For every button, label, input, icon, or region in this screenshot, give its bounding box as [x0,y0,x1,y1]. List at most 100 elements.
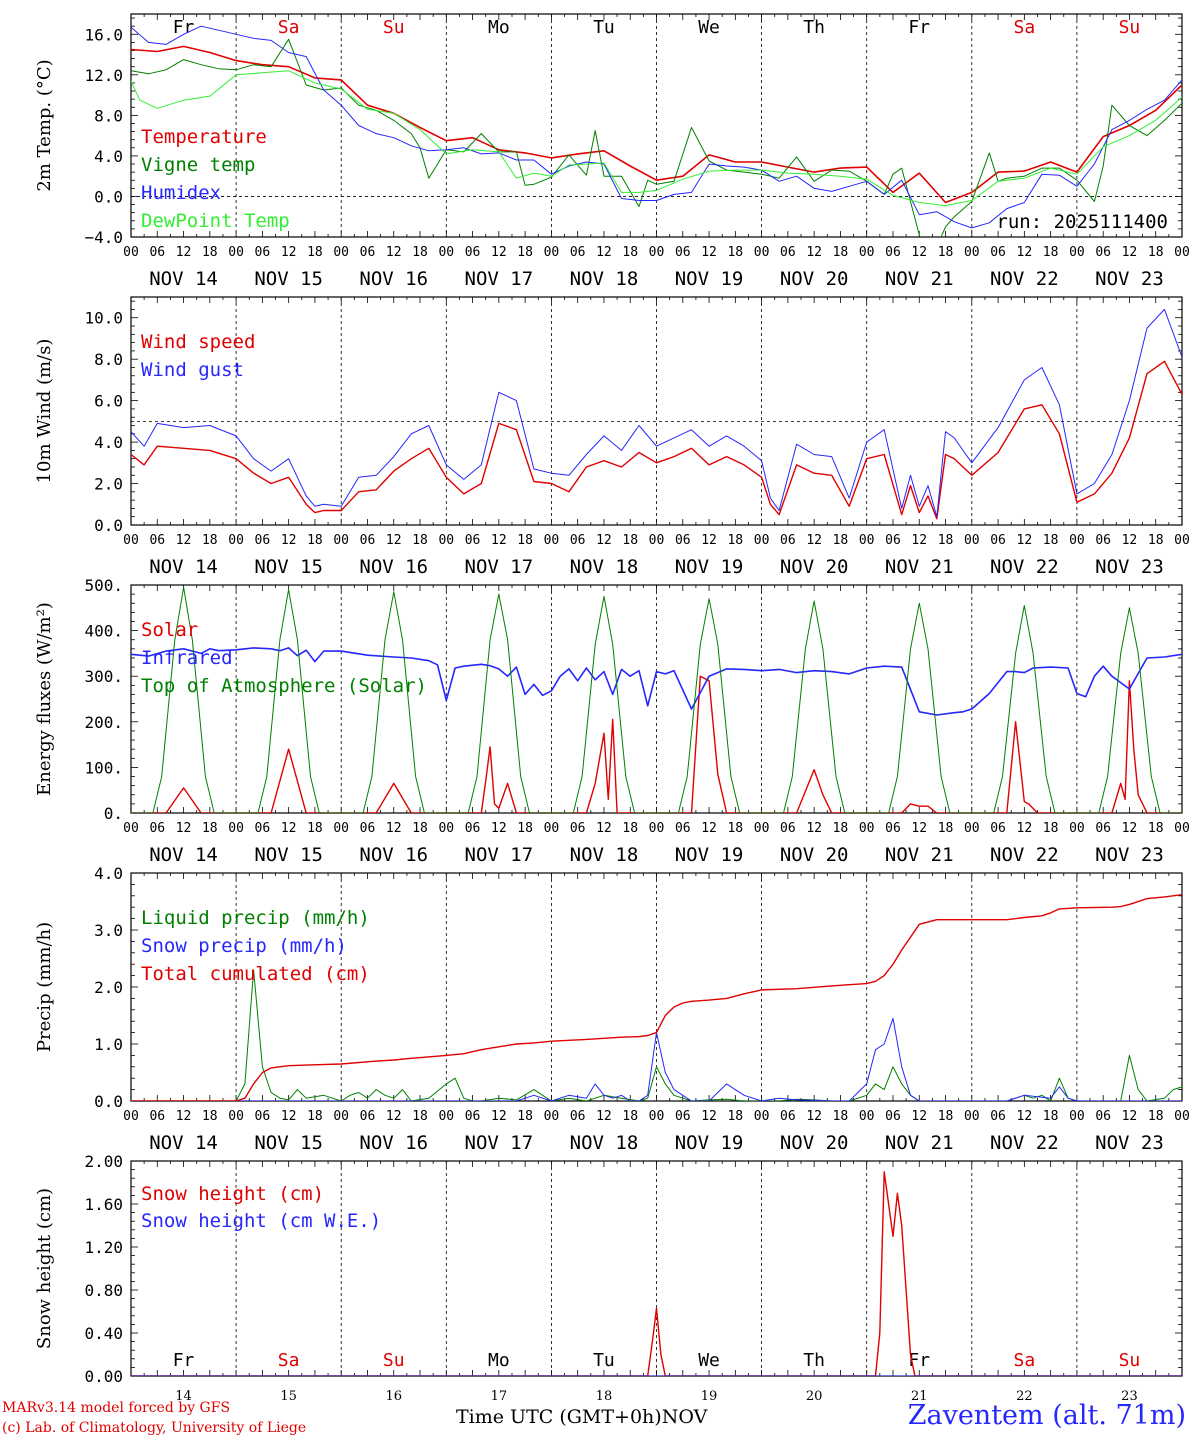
hour-tick-label: 00 [649,533,665,548]
hour-tick-label: 00 [438,245,454,260]
hour-tick-label: 12 [386,245,402,260]
legend-entry: Snow height (cm) [141,1183,324,1205]
day-number-label: 18 [596,1389,613,1404]
y-tick-label: 100. [84,758,123,777]
panel-3: 0. 100. 200. 300. 400. 500. Energy fluxes (W/m… [34,576,1190,866]
hour-tick-label: 18 [727,821,743,836]
weekday-label: We [698,1350,720,1371]
weekday-label: Su [1119,1350,1141,1371]
legend-entry: Temperature [141,126,267,148]
hour-tick-label: 00 [1069,245,1085,260]
hour-tick-label: 06 [255,1109,271,1124]
legend-entry: Liquid precip (mm/h) [141,907,370,929]
panel-2: 0.0 2.0 4.0 6.0 8.0 10.0 10m Wind (m/s) 00 06 12 1… [34,296,1190,578]
y-tick-label: 0.00 [84,1367,123,1386]
series-temperature [131,45,1182,204]
hour-tick-label: 18 [1043,533,1059,548]
hour-tick-label: 00 [859,245,875,260]
date-label: NOV 17 [465,556,534,578]
day-number-label: 19 [701,1389,718,1404]
hour-tick-label: 00 [228,1109,244,1124]
hour-tick-label: 06 [360,533,376,548]
series-wind-gust [131,308,1182,518]
date-label: NOV 14 [149,1132,218,1154]
y-axis-label: Energy fluxes (W/m²) [34,602,55,796]
hour-tick-label: 00 [964,821,980,836]
hour-tick-label: 00 [754,1109,770,1124]
hour-tick-label: 18 [1043,245,1059,260]
y-tick-label: −4.0 [84,228,123,247]
day-number-label: 16 [385,1389,402,1404]
hour-tick-label: 00 [649,821,665,836]
weekday-label: Sa [278,1350,300,1371]
legend-entry: DewPoint Temp [141,210,290,232]
weekday-label: Su [1119,17,1141,38]
date-label: NOV 18 [570,268,639,290]
series-group [131,894,1182,1101]
x-axis-month: NOV [661,1406,708,1428]
hour-tick-label: 18 [727,245,743,260]
hour-tick-label: 00 [754,245,770,260]
hour-tick-label: 12 [1017,533,1033,548]
day-number-label: 14 [175,1389,192,1404]
hour-tick-label: 12 [1017,821,1033,836]
y-tick-label: 500. [84,576,123,595]
hour-tick-label: 00 [333,1109,349,1124]
date-label: NOV 18 [570,844,639,866]
legend-entry: Wind gust [141,359,244,381]
hour-tick-label: 00 [859,1109,875,1124]
hour-tick-label: 12 [386,821,402,836]
date-label: NOV 14 [149,556,218,578]
hour-tick-label: 18 [1148,245,1164,260]
hour-tick-label: 12 [806,1109,822,1124]
y-axis-label: 10m Wind (m/s) [34,339,55,484]
y-tick-label: 8.0 [94,106,123,125]
x-axis-title-text: Time UTC (GMT+0h) [456,1406,662,1428]
legend-entry: Total cumulated (cm) [141,963,370,985]
series-liquid-precip-mm-h [131,969,1182,1101]
date-label: NOV 23 [1095,844,1164,866]
hour-tick-label: 00 [123,245,139,260]
hour-tick-label: 00 [438,533,454,548]
hour-tick-label: 00 [123,533,139,548]
y-tick-label: 16.0 [84,25,123,44]
hour-tick-label: 00 [544,821,560,836]
hour-tick-label: 00 [228,533,244,548]
hour-tick-label: 00 [123,1109,139,1124]
date-label: NOV 14 [149,268,218,290]
hour-tick-label: 06 [780,1109,796,1124]
hour-tick-label: 12 [1122,245,1138,260]
hour-tick-label: 00 [859,821,875,836]
day-number-label: 22 [1016,1389,1033,1404]
hour-tick-label: 12 [701,821,717,836]
weekday-label: Sa [1014,1350,1036,1371]
hour-tick-label: 12 [806,533,822,548]
y-tick-label: 300. [84,667,123,686]
weekday-label: Mo [488,17,510,38]
hour-tick-label: 12 [1017,1109,1033,1124]
hour-tick-label: 18 [517,1109,533,1124]
hour-tick-label: 06 [885,533,901,548]
hour-tick-label: 18 [938,245,954,260]
date-label: NOV 18 [570,556,639,578]
y-axis-label: 2m Temp. (°C) [34,59,55,191]
hour-tick-label: 06 [149,245,165,260]
panel-1: −4.0 0.0 4.0 8.0 12.0 16.0 2m Temp. (°C) 00 06 12… [34,13,1190,290]
date-label: NOV 19 [675,556,744,578]
legend-entry: Snow precip (mm/h) [141,935,347,957]
panel-5: 0.00 0.40 0.80 1.20 1.60 2.00 Snow height (cm)… [34,1152,1183,1404]
y-tick-label: 0.40 [84,1324,123,1343]
x-axis-title: Time UTC (GMT+0h)NOV [456,1406,707,1428]
date-label: NOV 15 [254,1132,323,1154]
hour-tick-label: 18 [307,245,323,260]
hour-tick-label: 06 [675,1109,691,1124]
date-label: NOV 22 [990,1132,1059,1154]
weekday-label: Su [383,1350,405,1371]
weekday-label: Tu [593,1350,615,1371]
day-number-label: 20 [806,1389,823,1404]
hour-tick-label: 18 [833,821,849,836]
y-tick-label: 400. [84,622,123,641]
hour-tick-label: 06 [149,533,165,548]
hour-tick-label: 18 [517,533,533,548]
